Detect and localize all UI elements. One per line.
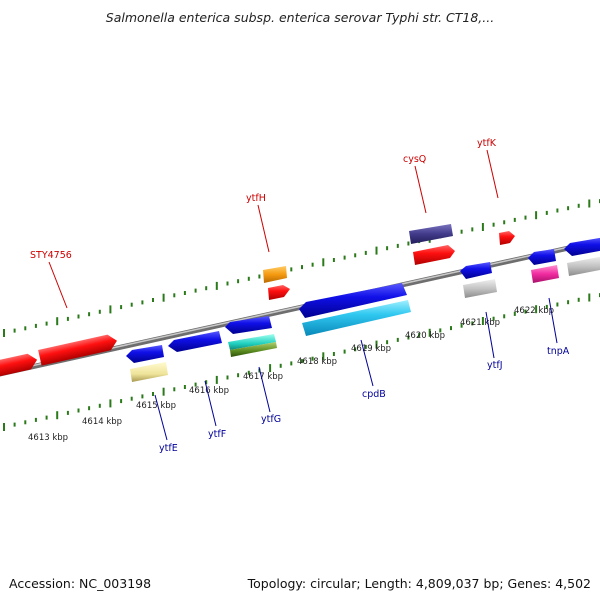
- kbp-label: 4617 kbp: [243, 372, 283, 382]
- gene-feature[interactable]: [168, 331, 222, 352]
- gene-label-ytfh[interactable]: ytfH: [246, 193, 266, 204]
- upper-gene-labels: STY4756 ytfH cysQ ytfK: [30, 138, 497, 261]
- upper-leader-lines: [48, 149, 499, 309]
- gene-feature[interactable]: [38, 333, 119, 366]
- leader-line-ytfk: [486, 149, 499, 199]
- gene-feature[interactable]: [531, 265, 559, 283]
- leader-line-tnpa: [548, 297, 558, 344]
- gene-feature[interactable]: [564, 237, 600, 256]
- gene-feature[interactable]: [413, 245, 455, 265]
- kbp-label: 4615 kbp: [136, 401, 176, 411]
- gene-label-cysq[interactable]: cysQ: [403, 154, 426, 165]
- leader-line-ytff: [204, 380, 217, 427]
- gene-feature[interactable]: [225, 316, 272, 334]
- kbp-label: 4616 kbp: [189, 386, 229, 396]
- gene-label-ytfg[interactable]: ytfG: [261, 414, 281, 425]
- reverse-features: [126, 237, 600, 382]
- kbp-label: 4620 kbp: [405, 331, 445, 341]
- gene-feature[interactable]: [463, 279, 497, 298]
- gene-feature[interactable]: [228, 334, 276, 350]
- gene-feature[interactable]: [230, 342, 277, 357]
- leader-line-ytfg: [258, 366, 271, 413]
- gene-feature[interactable]: [263, 266, 287, 283]
- page-title: Salmonella enterica subsp. enterica sero…: [105, 10, 495, 25]
- kbp-label: 4622 kbp: [514, 306, 554, 316]
- scale-labels: 4613 kbp 4614 kbp 4615 kbp 4616 kbp 4617…: [28, 306, 554, 443]
- gene-feature[interactable]: [409, 224, 453, 244]
- gene-label-ytff[interactable]: ytfF: [208, 429, 226, 440]
- accession-text: Accession: NC_003198: [9, 576, 152, 591]
- leader-line-sty4756: [48, 261, 68, 309]
- lower-gene-labels: ytfE ytfF ytfG cpdB ytfJ tnpA: [159, 346, 570, 454]
- leader-line-ytfj: [485, 311, 495, 359]
- gene-feature[interactable]: [0, 352, 39, 378]
- gene-label-sty4756[interactable]: STY4756: [30, 250, 72, 261]
- gene-feature[interactable]: [460, 262, 492, 279]
- leader-line-cysq: [414, 165, 427, 214]
- kbp-label: 4619 kbp: [351, 344, 391, 354]
- lower-leader-lines: [154, 297, 558, 441]
- gene-feature[interactable]: [528, 249, 556, 265]
- kbp-label: 4618 kbp: [297, 357, 337, 367]
- leader-line-ytfh: [257, 204, 270, 253]
- gene-feature[interactable]: [268, 285, 290, 300]
- upper-tick-row: [3, 199, 600, 337]
- kbp-label: 4613 kbp: [28, 433, 68, 443]
- gene-feature[interactable]: [499, 231, 515, 245]
- gene-feature[interactable]: [299, 283, 407, 318]
- kbp-label: 4614 kbp: [82, 417, 122, 427]
- leader-line-cpdb: [360, 339, 374, 387]
- gene-label-ytfe[interactable]: ytfE: [159, 443, 178, 454]
- kbp-label: 4621 kbp: [460, 318, 500, 328]
- forward-features: [0, 224, 515, 378]
- gene-label-ytfk[interactable]: ytfK: [477, 138, 497, 149]
- gene-label-tnpa[interactable]: tnpA: [547, 346, 570, 357]
- gene-label-cpdb[interactable]: cpdB: [362, 389, 386, 400]
- gene-feature[interactable]: [130, 362, 168, 382]
- gene-feature[interactable]: [302, 300, 411, 336]
- gene-feature[interactable]: [567, 256, 600, 276]
- gene-feature[interactable]: [126, 345, 164, 363]
- topology-summary: Topology: circular; Length: 4,809,037 bp…: [247, 576, 591, 591]
- leader-line-ytfe: [154, 394, 168, 441]
- gene-label-ytfj[interactable]: ytfJ: [487, 360, 503, 371]
